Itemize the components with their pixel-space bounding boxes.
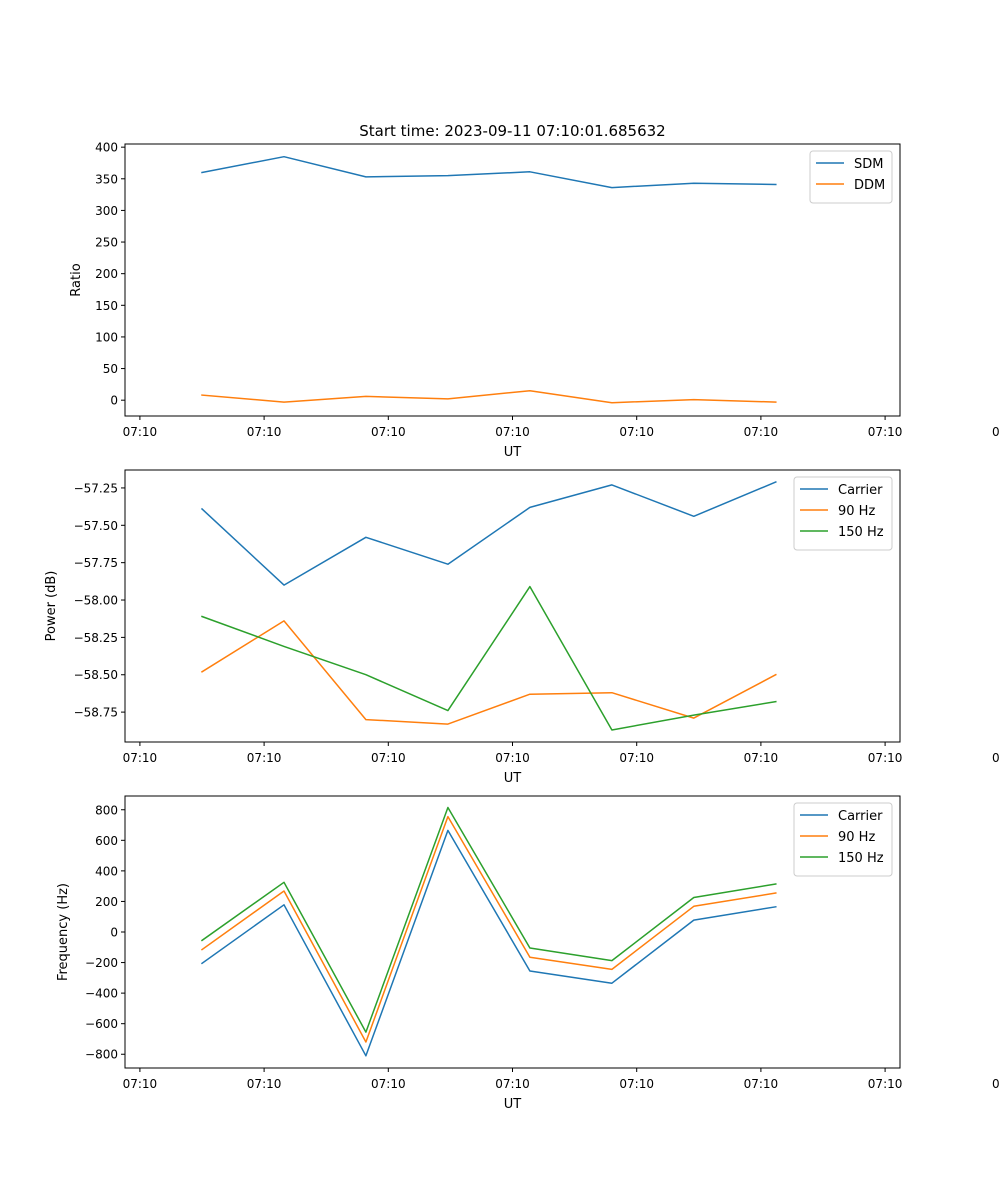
subplot-3: −800 −600 −400 −200 0 200 400 600 800 07:10 07:10 0… — [56, 795, 1000, 1112]
x-tick-label: 07:10 — [123, 751, 158, 765]
subplot-2: −58.75 −58.50 −58.25 −58.00 −57.75 −57.50 −57.… — [44, 469, 1000, 786]
y-axis-label: Power (dB) — [44, 571, 59, 642]
x-tick-label: 07:10 — [495, 1077, 530, 1091]
x-tick-label: 07:10 — [744, 425, 779, 439]
y-tick-label: 800 — [95, 803, 118, 817]
x-tick-label: 07:10 — [744, 1077, 779, 1091]
y-tick-label: −400 — [85, 987, 118, 1001]
x-tick-label: 07:10 — [495, 425, 530, 439]
y-tick-label: −600 — [85, 1017, 118, 1031]
x-axis-label: UT — [504, 771, 522, 786]
y-tick-label: −200 — [85, 956, 118, 970]
legend-label: Carrier — [838, 483, 883, 498]
legend-label: 150 Hz — [838, 525, 884, 540]
series-line-sdm — [201, 155, 777, 189]
figure-title: Start time: 2023-09-11 07:10:01.685632 — [359, 122, 665, 140]
y-tick-label: 600 — [95, 834, 118, 848]
x-tick-label: 07:10 — [619, 425, 654, 439]
x-tick-label: 07:10 — [371, 1077, 406, 1091]
series-line-carrier — [200, 829, 777, 1057]
x-axis-label: UT — [504, 1097, 522, 1112]
y-tick-label: 350 — [95, 172, 118, 186]
x-tick-label: 07:11 — [992, 425, 1000, 439]
y-axis-label: Ratio — [69, 263, 84, 296]
y-tick-label: −800 — [85, 1048, 118, 1062]
x-tick-label: 07:10 — [619, 1077, 654, 1091]
legend-box — [809, 150, 893, 204]
y-tick-label: −58.75 — [74, 706, 118, 720]
legend-label: DDM — [854, 178, 885, 193]
axes-frame — [124, 143, 901, 417]
y-tick-label: −58.00 — [74, 594, 118, 608]
y-tick-label: 250 — [95, 236, 118, 250]
x-tick-label: 07:11 — [992, 1077, 1000, 1091]
axes-frame — [124, 795, 901, 1069]
x-tick-label: 07:10 — [123, 425, 158, 439]
x-tick-label: 07:10 — [371, 751, 406, 765]
legend: Carrier 90 Hz 150 Hz — [793, 476, 893, 551]
y-tick-label: −58.50 — [74, 668, 118, 682]
legend-label: 90 Hz — [838, 504, 875, 519]
series-line-150-hz — [201, 585, 777, 731]
legend-label: 90 Hz — [838, 830, 875, 845]
y-tick-label: 0 — [110, 926, 118, 940]
y-tick-label: 0 — [110, 394, 118, 408]
x-tick-label: 07:10 — [868, 1077, 903, 1091]
y-tick-label: −58.25 — [74, 631, 118, 645]
series-line-90-hz — [200, 620, 777, 725]
x-tick-label: 07:10 — [247, 425, 282, 439]
y-tick-label: 400 — [95, 141, 118, 155]
y-tick-label: 50 — [103, 362, 118, 376]
x-tick-label: 07:10 — [619, 751, 654, 765]
y-tick-label: 200 — [95, 267, 118, 281]
x-tick-label: 07:10 — [868, 425, 903, 439]
x-tick-label: 07:10 — [123, 1077, 158, 1091]
y-tick-label: 300 — [95, 204, 118, 218]
y-tick-label: 400 — [95, 864, 118, 878]
x-tick-label: 07:10 — [247, 751, 282, 765]
series-line-carrier — [200, 481, 777, 586]
legend: SDM DDM — [809, 150, 893, 204]
x-tick-label: 07:10 — [495, 751, 530, 765]
x-tick-label: 07:11 — [992, 751, 1000, 765]
series-line-90-hz — [200, 815, 777, 1043]
y-tick-label: 150 — [95, 299, 118, 313]
x-axis-label: UT — [504, 445, 522, 460]
legend-label: 150 Hz — [838, 851, 884, 866]
y-tick-label: 100 — [95, 330, 118, 344]
subplot-1: 0 50 100 150 200 250 300 350 400 07:10 07:10 07:10 0… — [69, 141, 1000, 460]
legend-label: SDM — [854, 157, 883, 172]
y-tick-label: 200 — [95, 895, 118, 909]
plots-container: 0 50 100 150 200 250 300 350 400 07:10 07:10 07:10 0… — [44, 141, 1000, 1112]
series-line-150-hz — [200, 806, 777, 1033]
y-tick-label: −57.50 — [74, 519, 118, 533]
y-tick-label: −57.25 — [74, 481, 118, 495]
x-tick-label: 07:10 — [744, 751, 779, 765]
x-tick-label: 07:10 — [247, 1077, 282, 1091]
y-axis-label: Frequency (Hz) — [56, 883, 71, 981]
series-line-ddm — [201, 389, 777, 404]
x-tick-label: 07:10 — [371, 425, 406, 439]
x-tick-label: 07:10 — [868, 751, 903, 765]
legend-label: Carrier — [838, 809, 883, 824]
y-tick-label: −57.75 — [74, 556, 118, 570]
legend: Carrier 90 Hz 150 Hz — [793, 802, 893, 877]
